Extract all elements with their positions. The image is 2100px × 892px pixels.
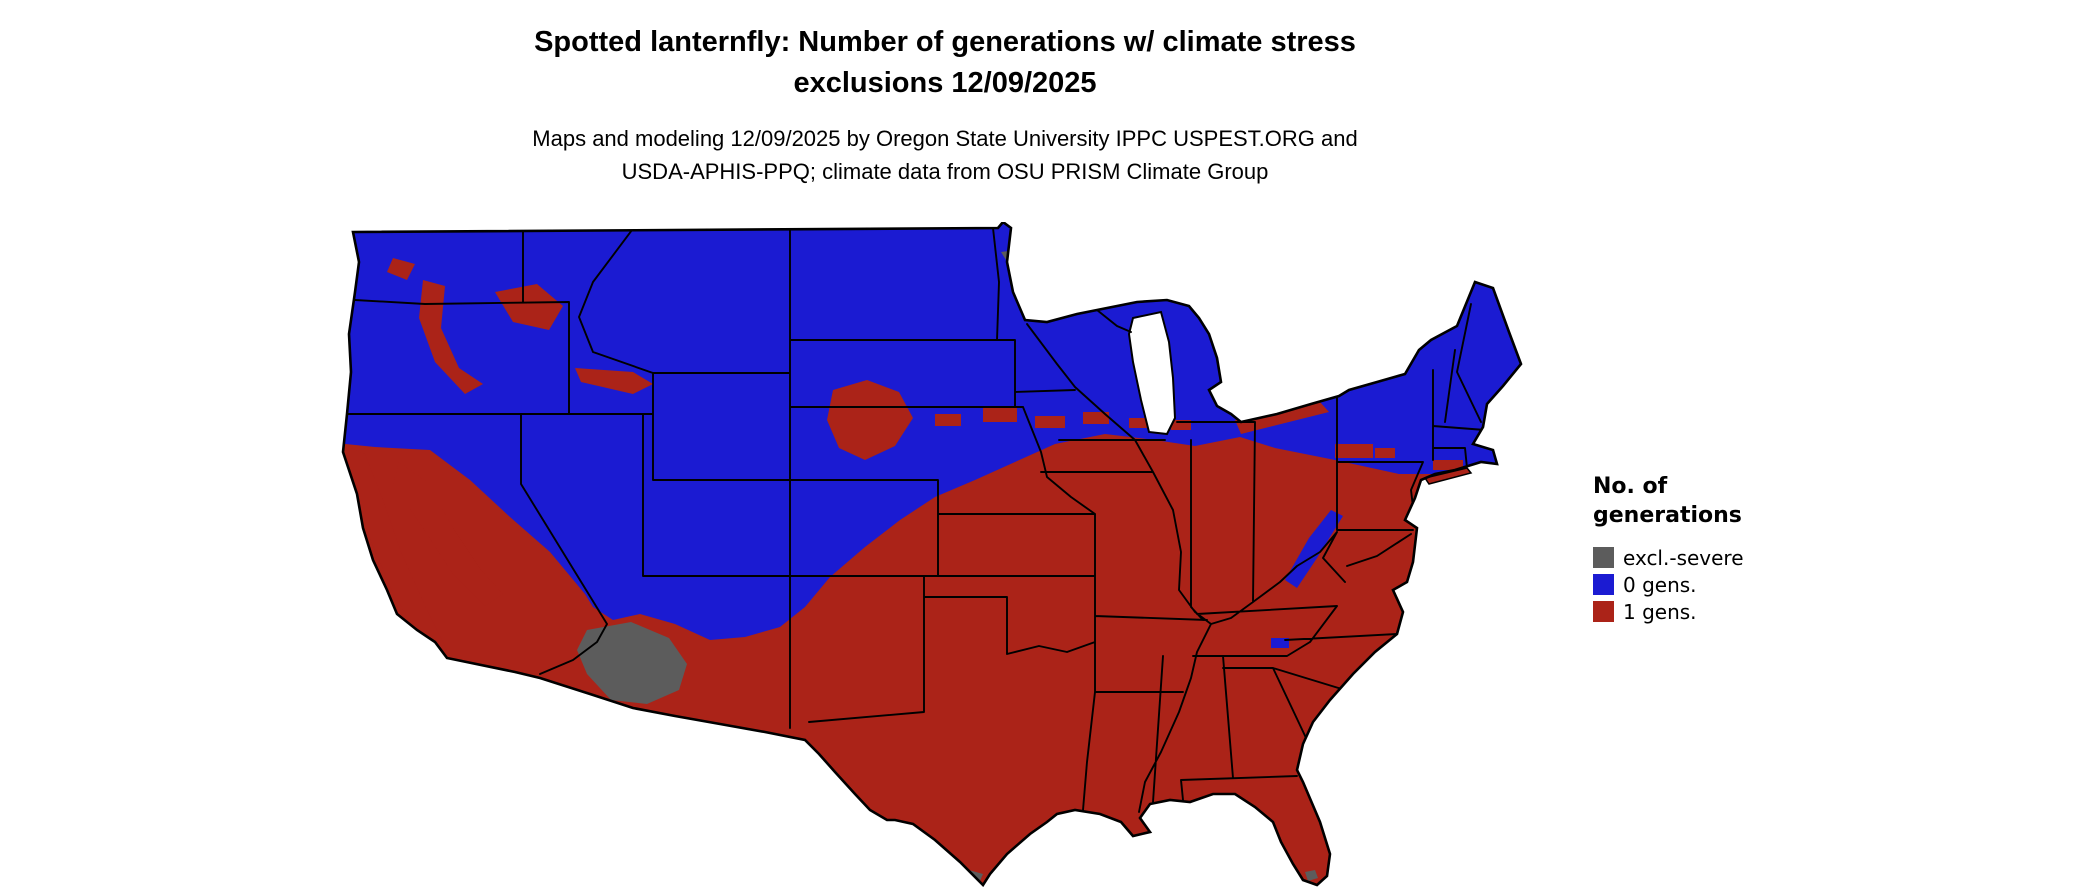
one-gen-speckle <box>1035 416 1065 428</box>
us-generations-map <box>335 222 1554 887</box>
one-gen-patch-erie-shore <box>1235 402 1329 434</box>
state-borders <box>344 225 1486 813</box>
one-gen-speckle <box>983 408 1017 422</box>
one-gen-speckle <box>1375 448 1395 458</box>
map-title-line2: exclusions 12/09/2025 <box>793 67 1097 99</box>
legend-item-one-gen: 1 gens. <box>1593 598 1893 625</box>
legend-swatch-one-gen <box>1593 601 1614 622</box>
zero-gen-patch-smokies <box>1271 638 1289 648</box>
legend-title: No. of generations <box>1593 472 1893 530</box>
one-gen-patch-west-montana <box>495 284 563 330</box>
one-generation-patches <box>343 258 1463 650</box>
one-gen-patch-west-ny <box>1335 444 1373 458</box>
one-gen-speckle <box>1129 418 1151 428</box>
one-gen-patch-nebraska <box>827 380 913 460</box>
us-map-svg <box>341 222 1523 887</box>
one-gen-patch-snake-plain <box>575 368 653 394</box>
legend-swatch-zero-gens <box>1593 574 1614 595</box>
one-gen-patch-willamette <box>419 280 483 394</box>
legend-item-zero-gens: 0 gens. <box>1593 571 1893 598</box>
map-subtitle: Maps and modeling 12/09/2025 by Oregon S… <box>0 122 1890 188</box>
excluded-region-south-florida <box>1305 870 1318 881</box>
zero-gen-patch-appalachians <box>1285 510 1343 588</box>
legend-label-one-gen: 1 gens. <box>1623 599 1697 624</box>
map-subtitle-line2: USDA-APHIS-PPQ; climate data from OSU PR… <box>621 159 1269 184</box>
legend-item-excluded: excl.-severe <box>1593 544 1893 571</box>
legend-label-excluded: excl.-severe <box>1623 545 1744 570</box>
one-gen-patch-central-valley <box>393 462 503 606</box>
one-gen-speckle <box>1083 412 1109 424</box>
excluded-region-arizona <box>577 622 687 704</box>
one-gen-speckle <box>935 414 961 426</box>
one-gen-patch-southern-new-england <box>1433 460 1463 470</box>
legend-label-zero-gens: 0 gens. <box>1623 572 1697 597</box>
one-gen-patch-puget <box>387 258 415 280</box>
map-subtitle-line1: Maps and modeling 12/09/2025 by Oregon S… <box>532 126 1358 151</box>
legend-title-line2: generations <box>1593 503 1742 528</box>
zero-generation-patches <box>1271 510 1343 648</box>
legend-title-line1: No. of <box>1593 474 1668 499</box>
map-legend: No. of generations excl.-severe 0 gens. … <box>1593 472 1893 625</box>
map-title: Spotted lanternfly: Number of generation… <box>0 22 1890 104</box>
one-gen-speckle <box>1171 420 1191 430</box>
legend-swatch-excluded <box>1593 547 1614 568</box>
map-title-line1: Spotted lanternfly: Number of generation… <box>534 26 1356 58</box>
one-gen-patch-california-coast <box>343 444 447 650</box>
lake-michigan <box>1127 310 1177 436</box>
